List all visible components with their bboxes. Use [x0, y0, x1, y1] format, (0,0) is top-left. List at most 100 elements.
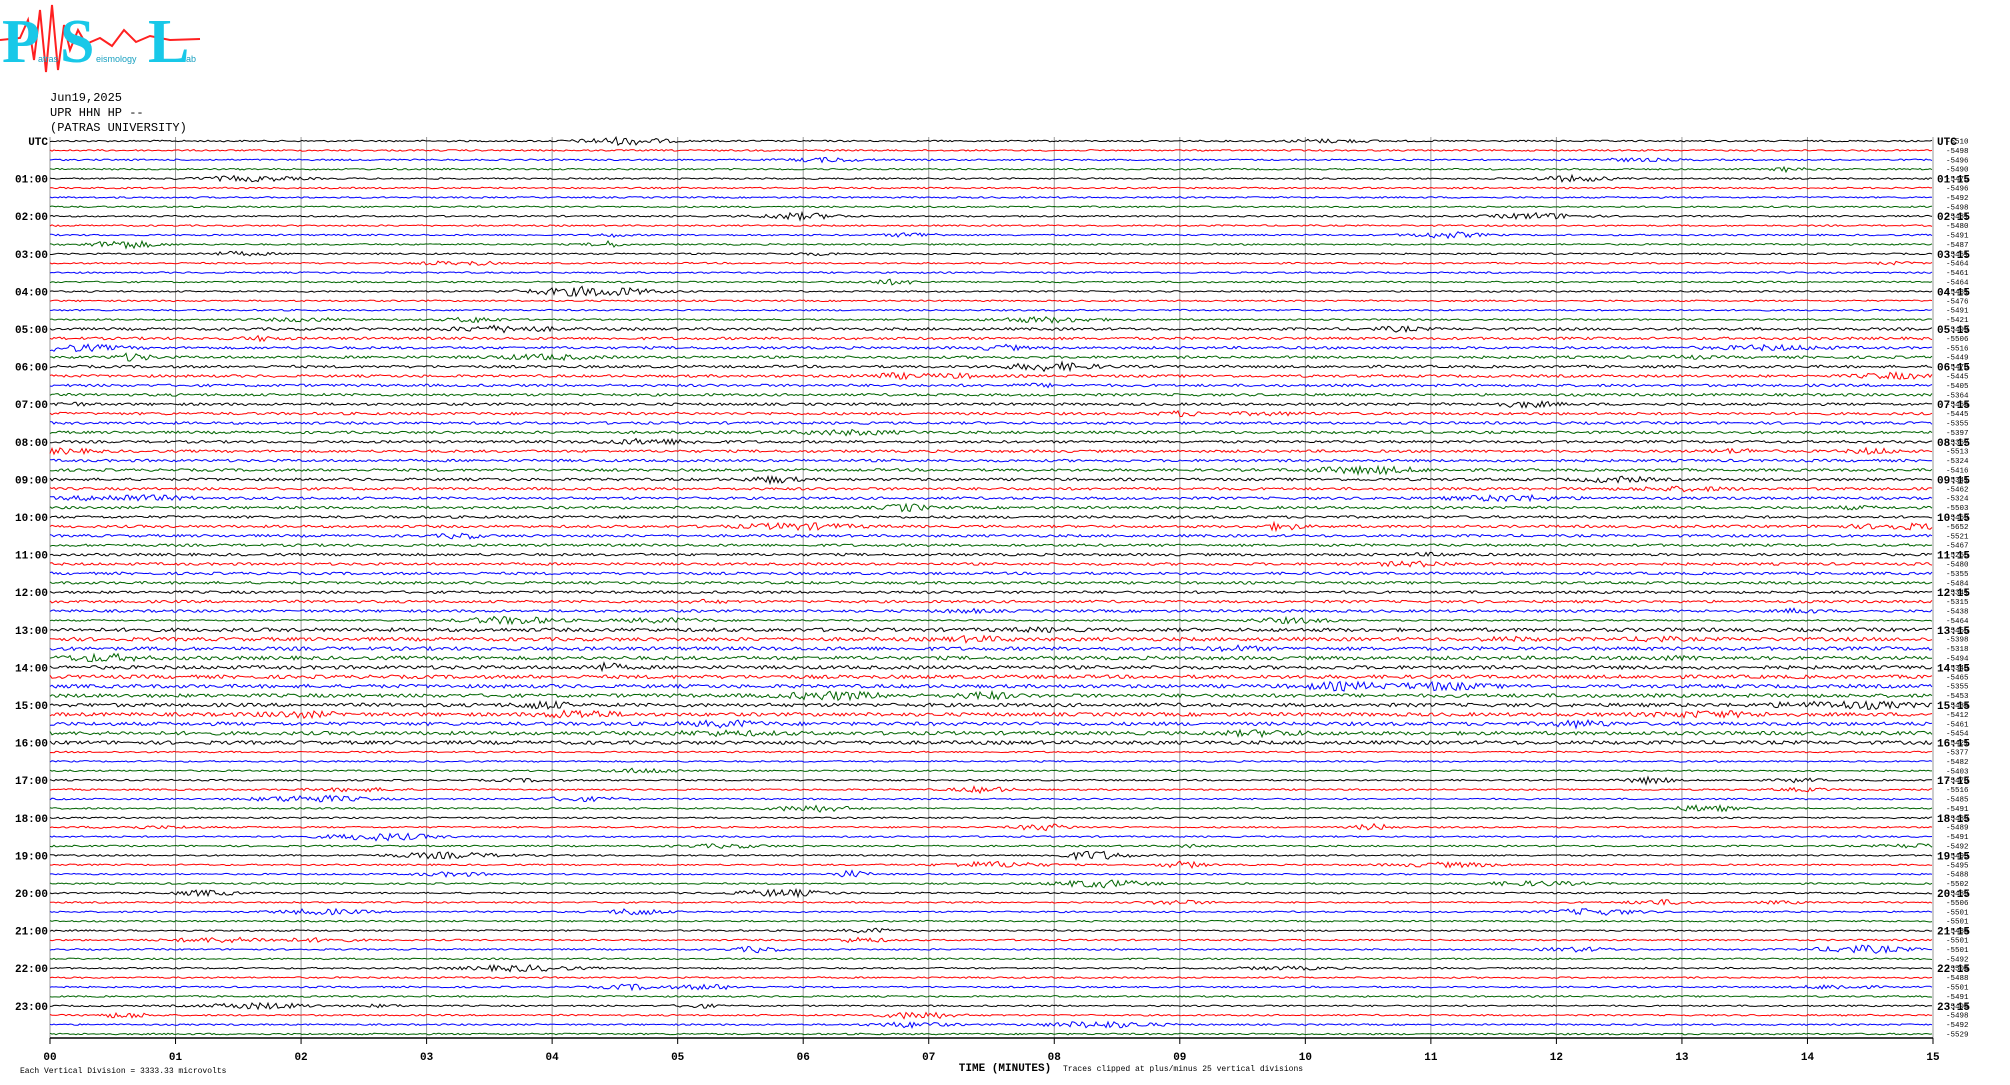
- trace: [49, 750, 1933, 754]
- trace-label: -5355: [1946, 571, 1969, 579]
- trace-label: -5498: [1946, 204, 1969, 212]
- trace-label: -5488: [1946, 975, 1969, 983]
- trace: [49, 598, 1933, 605]
- trace-label: -5490: [1946, 167, 1969, 175]
- hour-label: UTC: [1937, 137, 1957, 149]
- hour-label: 09:00: [15, 475, 48, 487]
- trace: [49, 775, 1932, 786]
- trace: [50, 420, 1933, 426]
- trace: [49, 860, 1933, 870]
- hour-label: 14:00: [15, 663, 48, 675]
- hour-label: 08:15: [1937, 438, 1970, 450]
- trace: [49, 551, 1933, 557]
- trace-label: -5489: [1946, 891, 1969, 899]
- trace-label: -5498: [1946, 148, 1969, 156]
- trace-label: -5403: [1946, 768, 1969, 776]
- trace-label: -5480: [1946, 223, 1969, 231]
- hour-label: 02:00: [15, 212, 48, 224]
- trace-label: -5502: [1946, 881, 1969, 889]
- x-tick-label: 08: [1048, 1052, 1062, 1064]
- hour-label: 17:15: [1937, 776, 1970, 788]
- trace-label: -5434: [1946, 703, 1969, 711]
- trace-label: -5499: [1946, 327, 1969, 335]
- trace: [49, 718, 1933, 730]
- hour-label: 10:15: [1937, 513, 1970, 525]
- trace: [49, 804, 1933, 813]
- trace-label: -5492: [1946, 844, 1969, 852]
- trace-label: -5496: [1946, 186, 1969, 194]
- institution: (PATRAS UNIVERSITY): [50, 121, 187, 135]
- hour-label: 05:00: [15, 325, 48, 337]
- hour-label: 18:15: [1937, 814, 1970, 826]
- axis-title: TIME (MINUTES): [959, 1063, 1051, 1075]
- x-tick-label: 00: [43, 1052, 56, 1064]
- trace: [49, 843, 1933, 849]
- trace-label: -5465: [1946, 674, 1969, 682]
- trace: [49, 983, 1933, 992]
- x-tick-label: 05: [671, 1052, 685, 1064]
- trace-label: -5343: [1946, 665, 1969, 673]
- trace-label: -5464: [1946, 261, 1969, 269]
- hour-label: 05:15: [1937, 325, 1970, 337]
- logo-letter: P: [2, 8, 40, 76]
- trace: [49, 919, 1933, 923]
- trace: [49, 210, 1933, 222]
- trace-label: -5412: [1946, 712, 1969, 720]
- trace: [49, 994, 1933, 998]
- hour-label: 12:15: [1937, 588, 1970, 600]
- trace: [49, 360, 1933, 373]
- labels: 00 01 02 03 04 05 06 07 08 09 10 11 12 13 14 15-5510-54…: [15, 137, 1970, 1064]
- trace-label: -5491: [1946, 994, 1969, 1002]
- trace-label: -5489: [1946, 815, 1969, 823]
- trace: [49, 580, 1933, 585]
- trace-label: -5491: [1946, 834, 1969, 842]
- trace: [49, 446, 1933, 456]
- trace: [49, 458, 1933, 463]
- x-tick-label: 15: [1926, 1052, 1940, 1064]
- trace-label: -5510: [1946, 139, 1969, 147]
- logo-letter: S: [60, 8, 94, 76]
- hour-label: 21:15: [1937, 927, 1970, 939]
- x-tick-label: 12: [1550, 1052, 1563, 1064]
- trace: [49, 963, 1933, 973]
- trace: [49, 195, 1933, 199]
- trace: [49, 299, 1933, 303]
- hour-label: 19:00: [15, 851, 48, 863]
- trace: [50, 250, 1933, 257]
- hour-label: 14:15: [1937, 663, 1970, 675]
- trace-label: -5341: [1946, 477, 1969, 485]
- trace: [49, 816, 1933, 820]
- trace: [49, 822, 1933, 832]
- trace-label: -5516: [1946, 345, 1969, 353]
- station: UPR HHN HP --: [50, 106, 144, 120]
- trace-label: -5355: [1946, 684, 1969, 692]
- trace-label: -5491: [1946, 308, 1969, 316]
- x-tick-label: 11: [1424, 1052, 1438, 1064]
- trace: [49, 560, 1933, 568]
- hour-label: 16:15: [1937, 739, 1970, 751]
- trace: [49, 1011, 1932, 1020]
- trace: [49, 976, 1933, 980]
- hour-label: 13:00: [15, 626, 48, 638]
- hour-label: 04:00: [15, 287, 48, 299]
- trace-label: -5492: [1946, 956, 1969, 964]
- trace-label: -5438: [1946, 609, 1969, 617]
- hour-label: 09:15: [1937, 475, 1970, 487]
- trace: [49, 334, 1933, 343]
- trace: [49, 186, 1933, 190]
- hour-label: 03:15: [1937, 250, 1970, 262]
- trace: [49, 352, 1933, 362]
- trace-label: -5494: [1946, 656, 1969, 664]
- traces: [49, 135, 1933, 1036]
- trace-label: -5315: [1946, 599, 1969, 607]
- trace-label: -5464: [1946, 280, 1969, 288]
- trace: [49, 607, 1933, 615]
- trace-label: -5478: [1946, 778, 1969, 786]
- trace-label: -5318: [1946, 646, 1969, 654]
- trace-label: -5652: [1946, 524, 1969, 532]
- x-tick-label: 14: [1801, 1052, 1815, 1064]
- hour-label: 20:00: [15, 889, 48, 901]
- trace: [50, 898, 1933, 906]
- x-tick-label: 09: [1173, 1052, 1186, 1064]
- trace: [50, 308, 1933, 312]
